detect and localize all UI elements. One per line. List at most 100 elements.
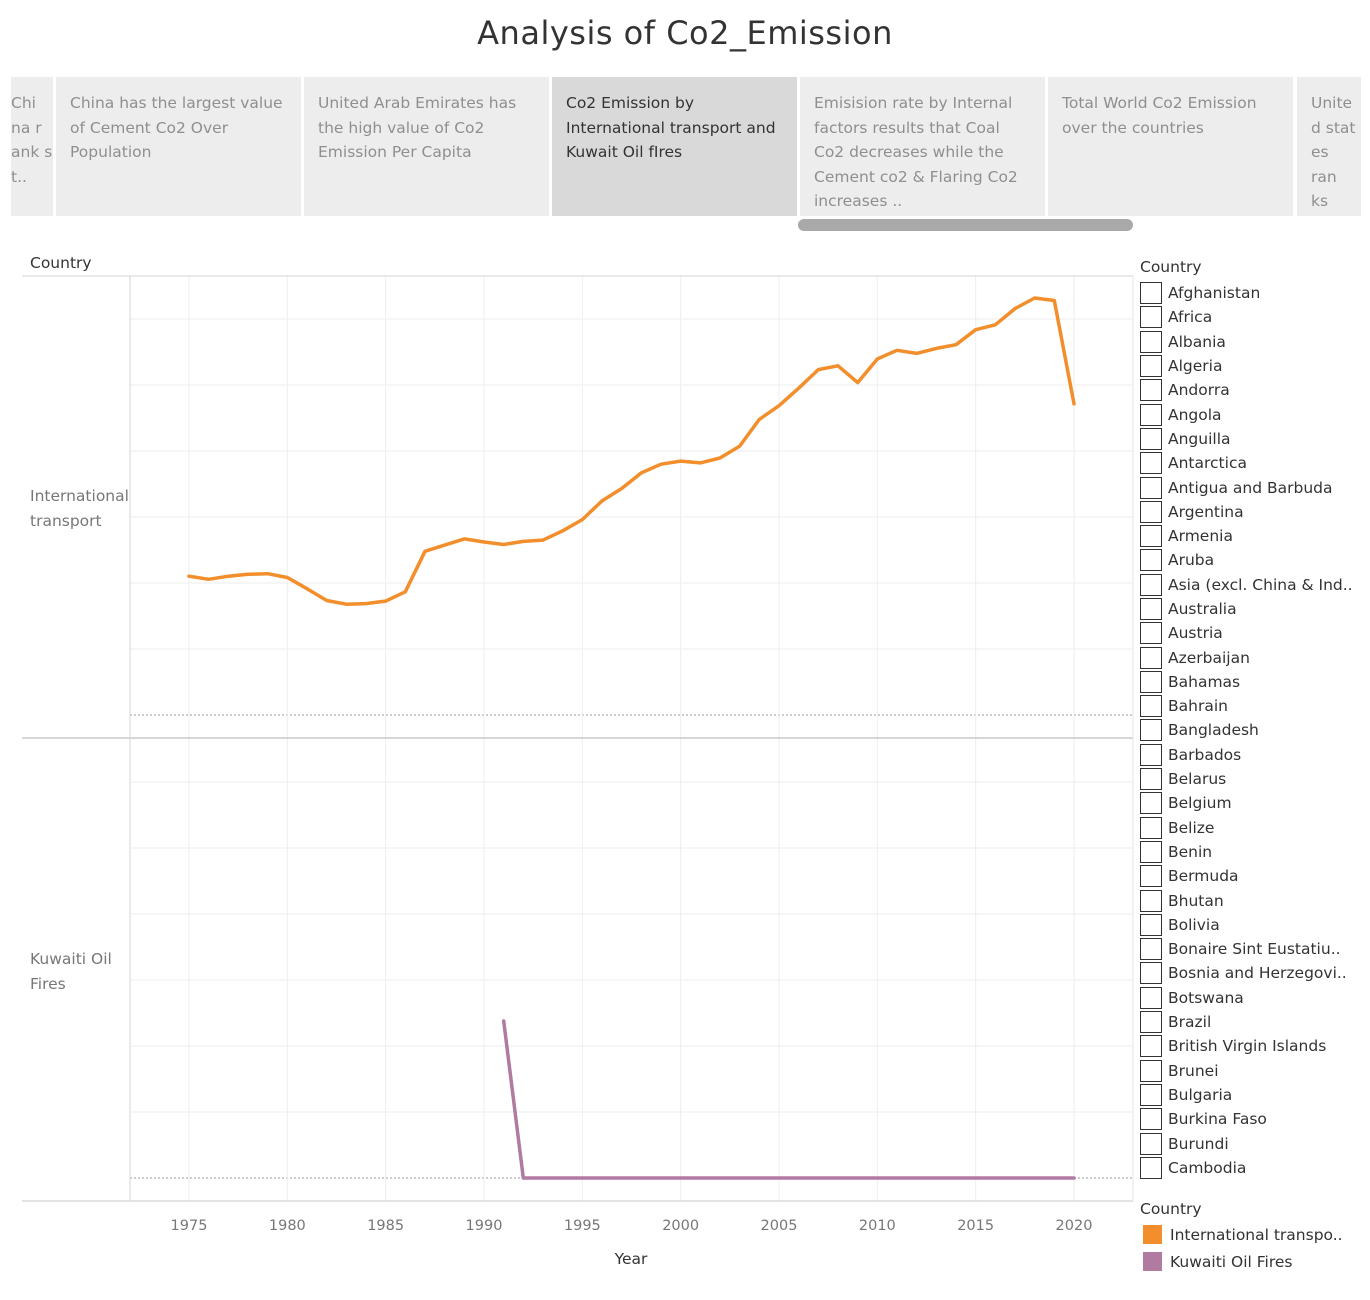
- country-filter-item[interactable]: Barbados: [1140, 743, 1360, 767]
- country-filter-item[interactable]: Bermuda: [1140, 864, 1360, 888]
- country-filter-item[interactable]: Antarctica: [1140, 451, 1360, 475]
- x-axis-title: Year: [614, 1250, 648, 1268]
- checkbox[interactable]: [1140, 379, 1162, 402]
- country-filter-item[interactable]: Asia (excl. China & Ind..: [1140, 573, 1360, 597]
- checkbox[interactable]: [1140, 646, 1162, 669]
- checkbox[interactable]: [1140, 476, 1162, 499]
- country-filter-item[interactable]: Burundi: [1140, 1131, 1360, 1155]
- country-filter-item[interactable]: Bulgaria: [1140, 1083, 1360, 1107]
- country-filter-label: Belarus: [1168, 770, 1227, 789]
- country-filter-item[interactable]: Angola: [1140, 402, 1360, 426]
- story-point-3[interactable]: United Arab Emirates has the high value …: [304, 77, 549, 216]
- country-filter-label: Argentina: [1168, 502, 1244, 521]
- checkbox[interactable]: [1140, 1132, 1162, 1155]
- checkbox[interactable]: [1140, 452, 1162, 475]
- country-filter-item[interactable]: Bonaire Sint Eustatiu..: [1140, 937, 1360, 961]
- country-filter-item[interactable]: Anguilla: [1140, 427, 1360, 451]
- country-filter-item[interactable]: Australia: [1140, 597, 1360, 621]
- country-filter-label: Bolivia: [1168, 915, 1220, 934]
- checkbox[interactable]: [1140, 622, 1162, 645]
- country-filter-label: Albania: [1168, 332, 1226, 351]
- country-filter-item[interactable]: Argentina: [1140, 500, 1360, 524]
- legend-item-international-transport[interactable]: International transpo..: [1143, 1225, 1343, 1244]
- checkbox[interactable]: [1140, 792, 1162, 815]
- legend-label-international-transport: International transpo..: [1170, 1225, 1343, 1244]
- story-point-1[interactable]: Chi na r ank s t..: [11, 77, 53, 216]
- checkbox[interactable]: [1140, 549, 1162, 572]
- country-filter-item[interactable]: Belgium: [1140, 791, 1360, 815]
- country-filter-label: Bermuda: [1168, 867, 1239, 886]
- country-filter-item[interactable]: Algeria: [1140, 354, 1360, 378]
- story-point-4[interactable]: Co2 Emission by International transport …: [552, 77, 797, 216]
- country-filter-item[interactable]: Aruba: [1140, 548, 1360, 572]
- checkbox[interactable]: [1140, 962, 1162, 985]
- country-filter-item[interactable]: Brazil: [1140, 1010, 1360, 1034]
- checkbox[interactable]: [1140, 1011, 1162, 1034]
- x-tick-label: 2010: [859, 1218, 896, 1234]
- checkbox[interactable]: [1140, 282, 1162, 305]
- checkbox[interactable]: [1140, 403, 1162, 426]
- checkbox[interactable]: [1140, 719, 1162, 742]
- legend-title: Country: [1140, 1200, 1202, 1218]
- checkbox[interactable]: [1140, 1083, 1162, 1106]
- country-filter-item[interactable]: Afghanistan: [1140, 281, 1360, 305]
- checkbox[interactable]: [1140, 986, 1162, 1009]
- country-filter-item[interactable]: Bolivia: [1140, 913, 1360, 937]
- country-filter-item[interactable]: Brunei: [1140, 1059, 1360, 1083]
- country-filter-item[interactable]: Azerbaijan: [1140, 645, 1360, 669]
- country-filter-label: Belize: [1168, 818, 1215, 837]
- story-point-5[interactable]: Emisision rate by Internal factors resul…: [800, 77, 1045, 216]
- legend-item-kuwaiti-oil-fires[interactable]: Kuwaiti Oil Fires: [1143, 1252, 1293, 1271]
- story-point-6-text: Total World Co2 Emission over the countr…: [1062, 94, 1257, 137]
- country-filter-item[interactable]: Bahrain: [1140, 694, 1360, 718]
- x-tick-label: 1995: [564, 1218, 601, 1234]
- checkbox[interactable]: [1140, 768, 1162, 791]
- country-filter-label: Brunei: [1168, 1061, 1219, 1080]
- country-filter-item[interactable]: Armenia: [1140, 524, 1360, 548]
- checkbox[interactable]: [1140, 525, 1162, 548]
- story-point-6[interactable]: Total World Co2 Emission over the countr…: [1048, 77, 1293, 216]
- checkbox[interactable]: [1140, 1035, 1162, 1058]
- checkbox[interactable]: [1140, 865, 1162, 888]
- story-point-2[interactable]: China has the largest value of Cement Co…: [56, 77, 301, 216]
- country-filter-item[interactable]: Botswana: [1140, 986, 1360, 1010]
- checkbox[interactable]: [1140, 816, 1162, 839]
- checkbox[interactable]: [1140, 427, 1162, 450]
- checkbox[interactable]: [1140, 938, 1162, 961]
- country-filter-item[interactable]: Africa: [1140, 305, 1360, 329]
- country-filter-label: Austria: [1168, 624, 1223, 643]
- checkbox[interactable]: [1140, 889, 1162, 912]
- story-point-2-text: China has the largest value of Cement Co…: [70, 94, 283, 161]
- country-filter-item[interactable]: Austria: [1140, 621, 1360, 645]
- country-filter-item[interactable]: Belarus: [1140, 767, 1360, 791]
- checkbox[interactable]: [1140, 573, 1162, 596]
- checkbox[interactable]: [1140, 743, 1162, 766]
- country-filter-item[interactable]: Andorra: [1140, 378, 1360, 402]
- country-filter-item[interactable]: Belize: [1140, 816, 1360, 840]
- x-tick-label: 1985: [367, 1218, 404, 1234]
- checkbox[interactable]: [1140, 1156, 1162, 1179]
- checkbox[interactable]: [1140, 1108, 1162, 1131]
- checkbox[interactable]: [1140, 598, 1162, 620]
- checkbox[interactable]: [1140, 330, 1162, 353]
- checkbox[interactable]: [1140, 1059, 1162, 1082]
- story-point-7[interactable]: Unite d stat es ran ks th..: [1297, 77, 1361, 216]
- story-scrollbar[interactable]: [798, 219, 1133, 231]
- checkbox[interactable]: [1140, 670, 1162, 693]
- country-filter-item[interactable]: Bangladesh: [1140, 718, 1360, 742]
- checkbox[interactable]: [1140, 913, 1162, 936]
- checkbox[interactable]: [1140, 695, 1162, 718]
- country-filter-item[interactable]: Bhutan: [1140, 888, 1360, 912]
- checkbox[interactable]: [1140, 500, 1162, 523]
- checkbox[interactable]: [1140, 306, 1162, 329]
- country-filter-item[interactable]: Benin: [1140, 840, 1360, 864]
- country-filter-item[interactable]: Albania: [1140, 330, 1360, 354]
- checkbox[interactable]: [1140, 840, 1162, 863]
- country-filter-item[interactable]: Bahamas: [1140, 670, 1360, 694]
- country-filter-item[interactable]: Cambodia: [1140, 1156, 1360, 1180]
- checkbox[interactable]: [1140, 355, 1162, 378]
- country-filter-item[interactable]: Burkina Faso: [1140, 1107, 1360, 1131]
- country-filter-item[interactable]: Antigua and Barbuda: [1140, 475, 1360, 499]
- country-filter-item[interactable]: British Virgin Islands: [1140, 1034, 1360, 1058]
- country-filter-item[interactable]: Bosnia and Herzegovi..: [1140, 961, 1360, 985]
